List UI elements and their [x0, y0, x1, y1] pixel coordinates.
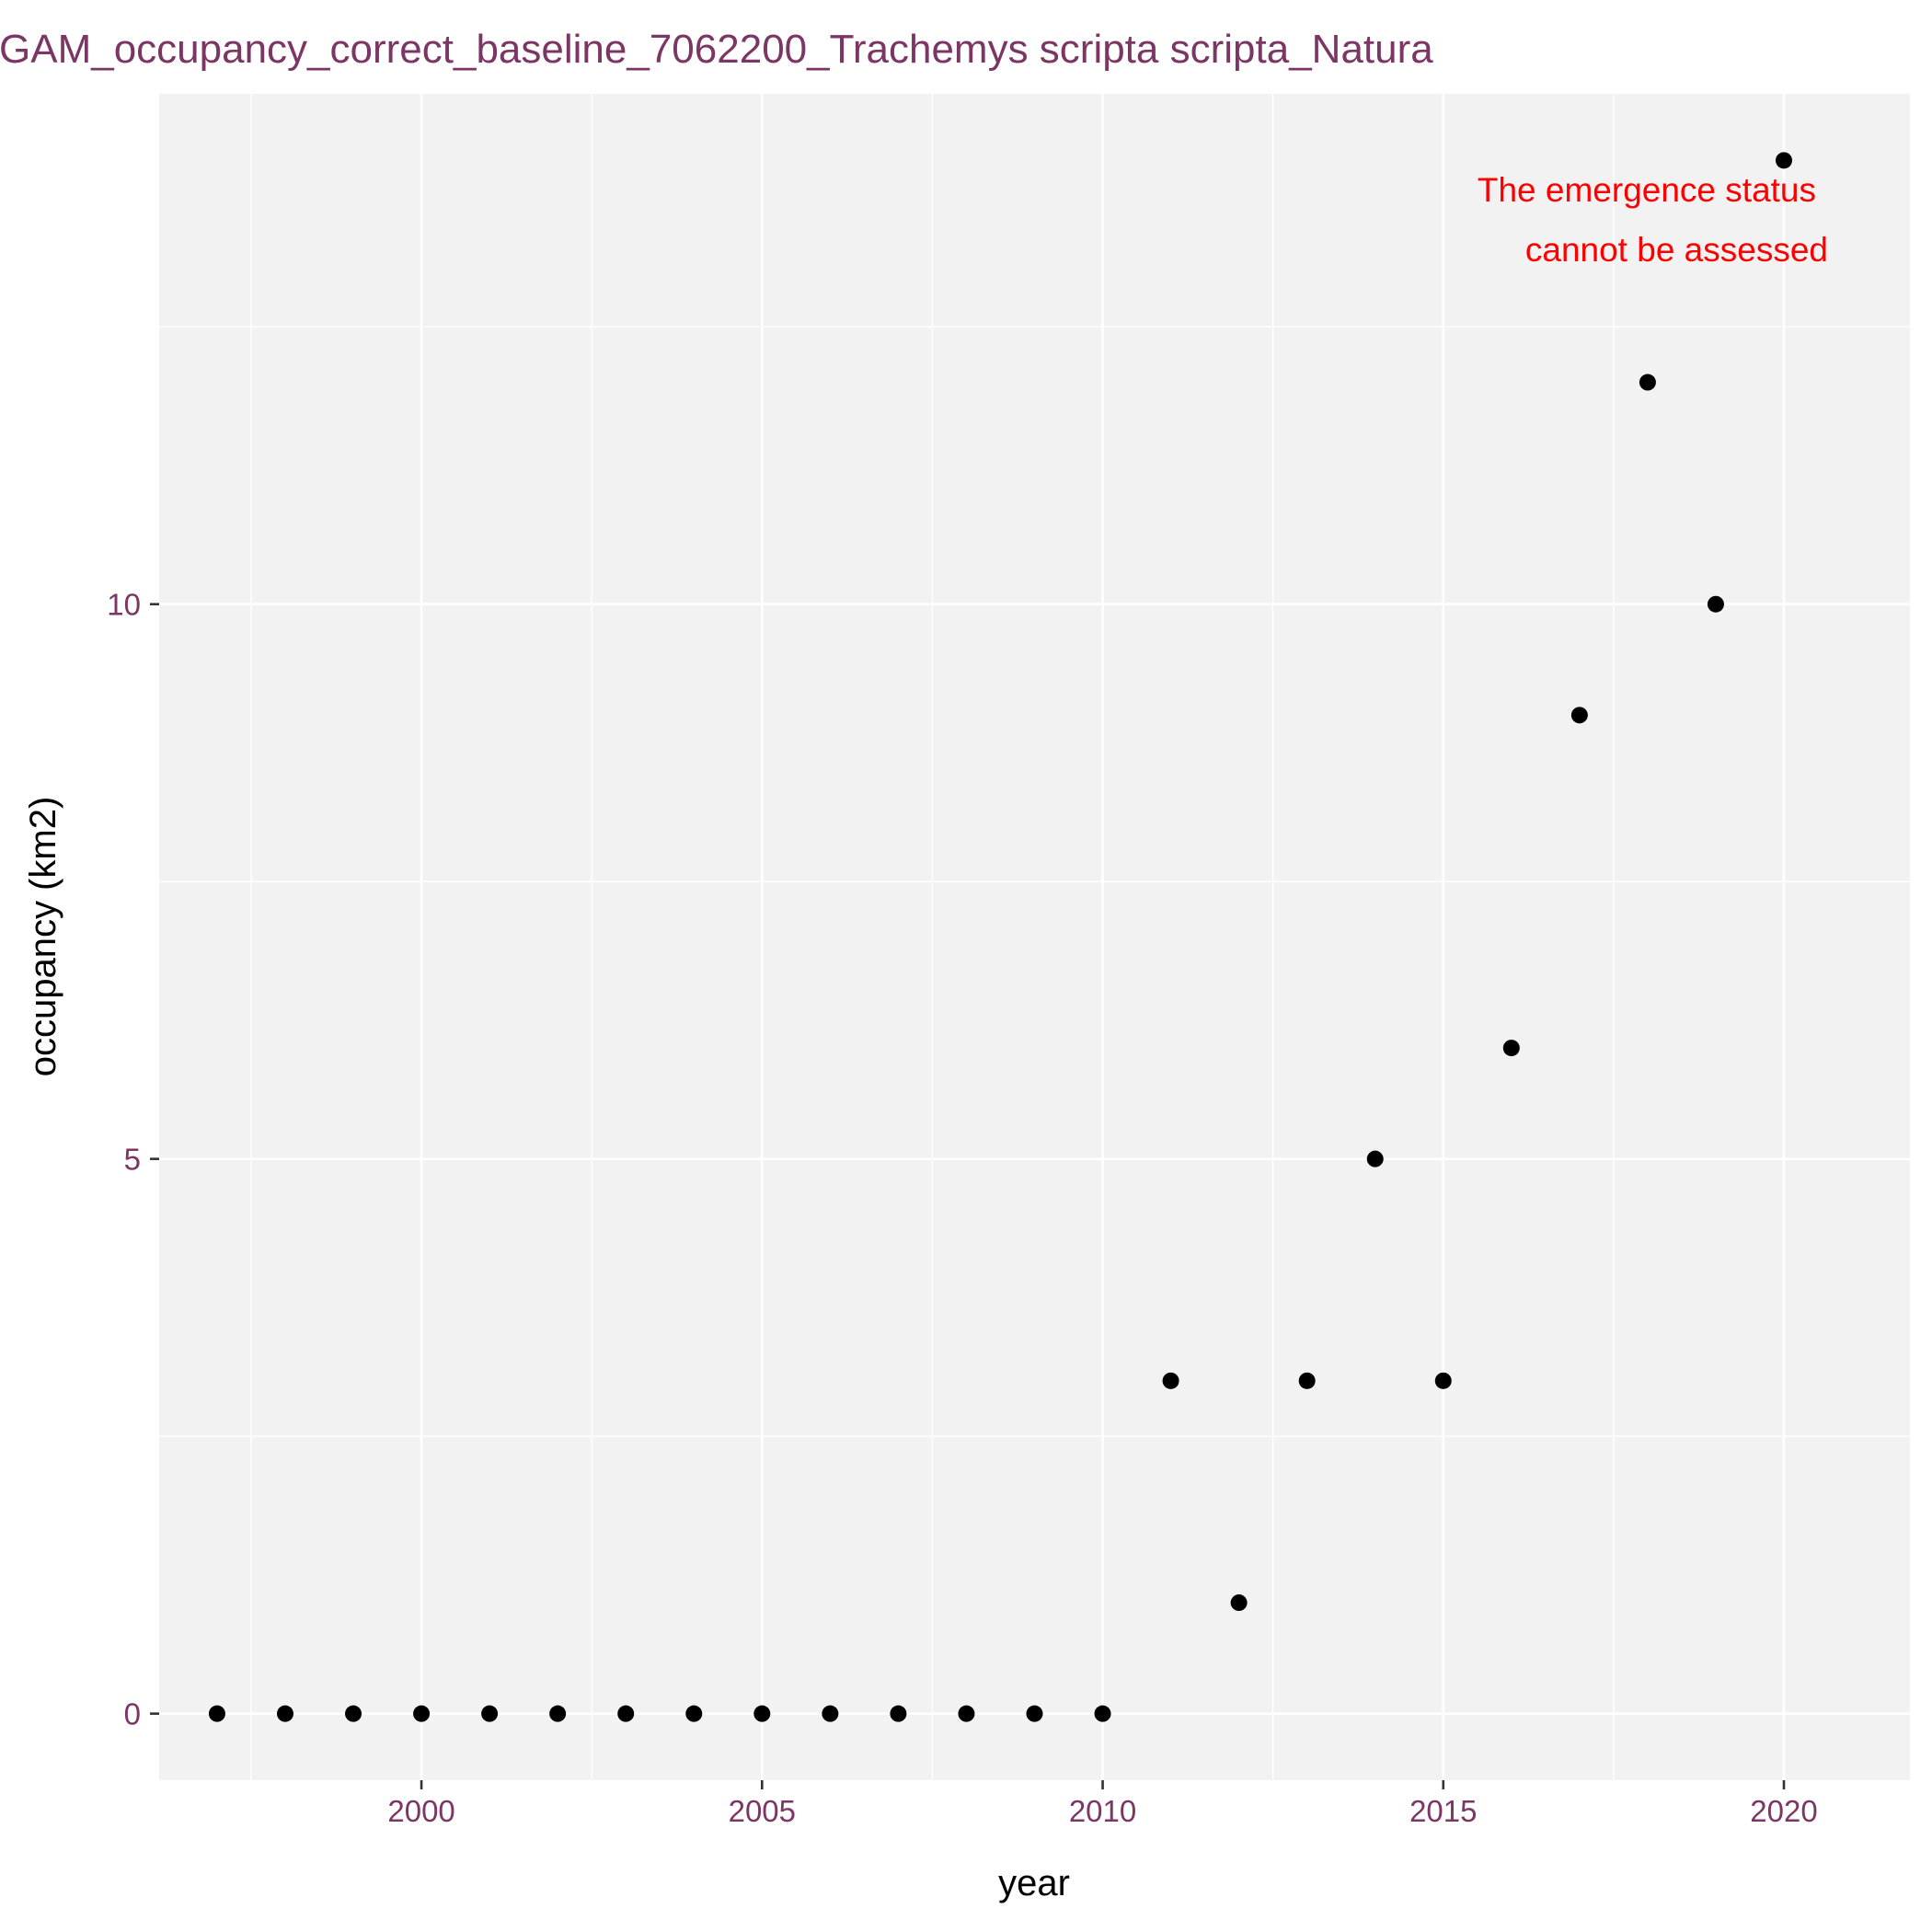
data-point: [276, 1705, 293, 1722]
data-point: [1570, 707, 1588, 724]
data-point: [549, 1705, 567, 1722]
data-point: [1298, 1372, 1316, 1389]
data-point: [617, 1705, 635, 1722]
annotation-line-2: cannot be assessed: [1525, 231, 1828, 269]
data-point: [1776, 152, 1793, 169]
y-tick-label: 10: [107, 588, 141, 622]
data-point: [822, 1705, 839, 1722]
major-gridlines: [159, 94, 1910, 1780]
y-tick-label: 5: [124, 1143, 141, 1177]
x-tick-label: 2010: [1069, 1794, 1136, 1828]
data-point: [958, 1705, 975, 1722]
data-point: [685, 1705, 703, 1722]
y-axis-ticks: 0 5 10: [107, 588, 159, 1731]
data-point: [1230, 1594, 1248, 1612]
x-tick-label: 2015: [1409, 1794, 1477, 1828]
y-axis-title: occupancy (km2): [23, 797, 63, 1077]
x-axis-title: year: [998, 1863, 1070, 1903]
data-point: [1366, 1150, 1384, 1167]
x-axis-ticks: 2000 2005 2010 2015 2020: [387, 1780, 1818, 1828]
x-tick-label: 2005: [729, 1794, 796, 1828]
data-point: [481, 1705, 499, 1722]
annotation-line-1: The emergence status: [1478, 171, 1816, 209]
data-point: [890, 1705, 907, 1722]
x-tick-label: 2020: [1750, 1794, 1817, 1828]
data-point: [1434, 1372, 1452, 1389]
data-points: [208, 152, 1793, 1722]
data-point: [753, 1705, 771, 1722]
x-tick-label: 2000: [387, 1794, 454, 1828]
chart-title: GAM_occupancy_correct_baseline_7062200_T…: [0, 27, 1433, 72]
data-point: [1639, 374, 1656, 391]
data-point: [413, 1705, 431, 1722]
data-point: [1502, 1040, 1520, 1057]
data-point: [1026, 1705, 1043, 1722]
y-tick-label: 0: [124, 1697, 141, 1731]
data-point: [1094, 1705, 1111, 1722]
data-point: [208, 1705, 225, 1722]
data-point: [345, 1705, 362, 1722]
plot-panel: [159, 94, 1910, 1780]
data-point: [1162, 1372, 1179, 1389]
minor-gridlines: [159, 94, 1910, 1780]
data-point: [1707, 595, 1724, 613]
